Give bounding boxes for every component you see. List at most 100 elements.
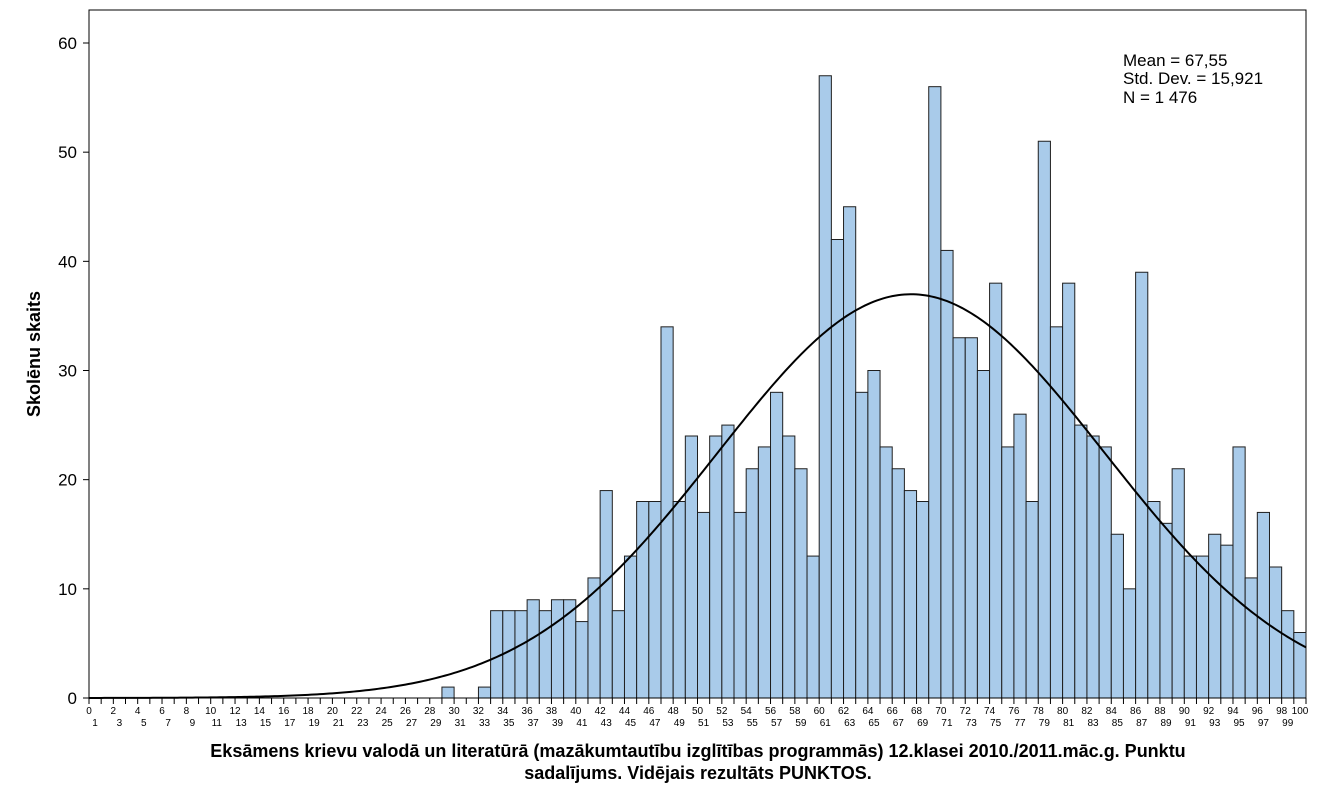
x-tick-label: 52 xyxy=(716,706,728,717)
x-tick-label: 80 xyxy=(1057,706,1069,717)
bar xyxy=(1110,533,1124,699)
bar xyxy=(684,435,699,699)
y-tick-label: 40 xyxy=(58,252,77,271)
y-tick-label: 10 xyxy=(58,580,77,599)
bar xyxy=(721,424,735,699)
x-tick-label: 64 xyxy=(862,706,874,717)
x-tick-label: 0 xyxy=(86,706,92,717)
x-tick-label: 96 xyxy=(1252,706,1264,717)
bar xyxy=(636,501,650,699)
x-tick-label: 61 xyxy=(820,718,832,729)
stats-n: N = 1 476 xyxy=(1123,88,1197,107)
bar xyxy=(843,206,857,699)
x-tick-label: 70 xyxy=(935,706,947,717)
bar xyxy=(855,391,869,699)
x-tick-label: 95 xyxy=(1234,718,1246,729)
x-tick-label: 36 xyxy=(522,706,534,717)
bar xyxy=(1244,577,1258,699)
y-tick-label: 30 xyxy=(58,362,77,381)
x-tick-label: 89 xyxy=(1160,718,1172,729)
x-tick-label: 13 xyxy=(236,718,248,729)
x-tick-label: 3 xyxy=(117,718,123,729)
x-tick-label: 97 xyxy=(1258,718,1270,729)
x-tick-label: 46 xyxy=(643,706,655,717)
x-tick-label: 8 xyxy=(184,706,190,717)
x-tick-label: 67 xyxy=(893,718,905,729)
x-tick-label: 68 xyxy=(911,706,923,717)
x-tick-label: 31 xyxy=(455,718,467,729)
x-tick-label: 63 xyxy=(844,718,856,729)
x-tick-label: 34 xyxy=(497,706,509,717)
bar xyxy=(1062,282,1076,699)
bar xyxy=(928,86,942,699)
bar xyxy=(526,599,540,699)
x-tick-label: 88 xyxy=(1154,706,1166,717)
bar xyxy=(952,337,966,699)
x-tick-label: 28 xyxy=(424,706,436,717)
x-tick-label: 69 xyxy=(917,718,929,729)
x-tick-label: 6 xyxy=(159,706,165,717)
x-tick-label: 35 xyxy=(503,718,515,729)
x-tick-label: 10 xyxy=(205,706,217,717)
x-tick-label: 76 xyxy=(1008,706,1020,717)
bar xyxy=(916,501,930,699)
x-tick-label: 2 xyxy=(111,706,117,717)
bar xyxy=(1074,424,1088,699)
x-tick-label: 78 xyxy=(1033,706,1045,717)
x-tick-label: 22 xyxy=(351,706,363,717)
x-tick-label: 74 xyxy=(984,706,996,717)
bar xyxy=(830,239,845,699)
x-tick-label: 15 xyxy=(260,718,272,729)
bar xyxy=(550,599,565,699)
bars-group xyxy=(89,75,1307,699)
bar xyxy=(514,610,528,699)
x-tick-label: 25 xyxy=(382,718,394,729)
x-tick-label: 19 xyxy=(309,718,321,729)
y-tick-label: 0 xyxy=(68,689,77,708)
x-tick-label: 43 xyxy=(601,718,613,729)
bar xyxy=(1232,446,1246,699)
bar xyxy=(611,610,625,699)
bar xyxy=(976,370,991,699)
x-tick-label: 21 xyxy=(333,718,345,729)
bar xyxy=(538,610,552,699)
x-tick-label: 20 xyxy=(327,706,339,717)
x-tick-label: 16 xyxy=(278,706,290,717)
x-tick-label: 93 xyxy=(1209,718,1221,729)
bar xyxy=(1001,446,1015,699)
x-tick-label: 92 xyxy=(1203,706,1215,717)
bar xyxy=(806,555,820,699)
bar xyxy=(1098,446,1112,699)
y-tick-label: 20 xyxy=(58,471,77,490)
x-tick-label: 42 xyxy=(595,706,607,717)
x-tick-label: 23 xyxy=(357,718,369,729)
x-tick-label: 39 xyxy=(552,718,564,729)
x-tick-label: 40 xyxy=(570,706,582,717)
bar xyxy=(757,446,772,699)
bar xyxy=(1013,413,1027,699)
x-tick-label: 59 xyxy=(795,718,807,729)
x-tick-label: 65 xyxy=(868,718,880,729)
x-tick-label: 75 xyxy=(990,718,1002,729)
bar xyxy=(733,511,747,699)
bar xyxy=(1147,501,1161,699)
bar xyxy=(770,391,784,699)
x-tick-label: 24 xyxy=(376,706,388,717)
x-axis-label-line2: sadalījums. Vidējais rezultāts PUNKTOS. xyxy=(524,763,871,783)
normal-curve xyxy=(89,293,1307,699)
x-tick-label: 99 xyxy=(1282,718,1294,729)
y-axis-label: Skolēnu skaits xyxy=(24,291,44,417)
y-tick-label: 50 xyxy=(58,143,77,162)
bar xyxy=(903,490,918,699)
bar xyxy=(697,511,711,699)
x-tick-label: 48 xyxy=(668,706,680,717)
x-tick-label: 56 xyxy=(765,706,777,717)
bar xyxy=(940,249,954,699)
x-tick-label: 72 xyxy=(960,706,972,717)
x-tick-label: 49 xyxy=(674,718,686,729)
x-tick-label: 51 xyxy=(698,718,710,729)
x-tick-label: 77 xyxy=(1014,718,1026,729)
x-tick-label: 87 xyxy=(1136,718,1148,729)
